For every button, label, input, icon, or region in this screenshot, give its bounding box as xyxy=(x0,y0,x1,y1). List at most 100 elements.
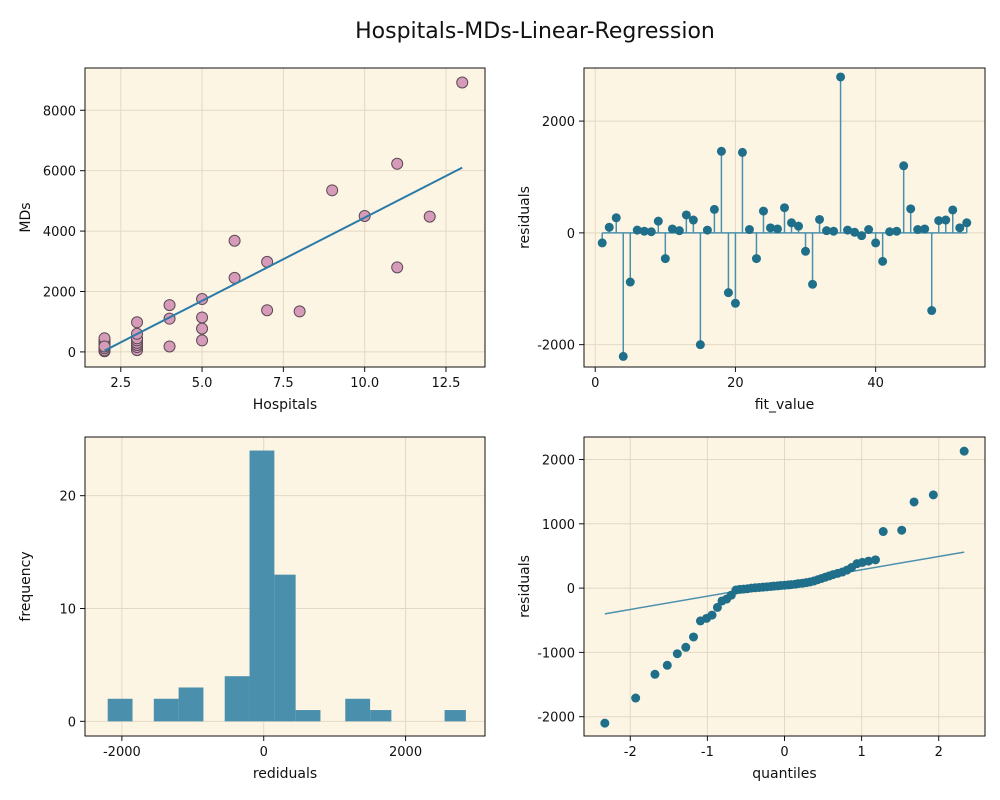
stem-marker xyxy=(618,351,628,361)
qq-point xyxy=(928,490,938,500)
data-point xyxy=(456,76,469,89)
y-tick-label: 1000 xyxy=(542,518,575,533)
x-tick-label: -1 xyxy=(701,745,714,760)
qq-point xyxy=(650,669,660,679)
qq-point xyxy=(707,610,717,620)
y-tick-label: 20 xyxy=(59,490,76,505)
data-point xyxy=(163,299,176,312)
x-axis-label: quantiles xyxy=(752,766,816,782)
stem-marker xyxy=(695,340,705,350)
stem-marker xyxy=(808,279,818,289)
stem-marker xyxy=(850,227,860,237)
stem-marker xyxy=(962,218,972,228)
stem-marker xyxy=(702,225,712,235)
stem-marker xyxy=(899,161,909,171)
data-point xyxy=(261,304,274,317)
x-tick-label: 0 xyxy=(780,745,788,760)
x-tick-label: 10.0 xyxy=(350,376,379,391)
data-points xyxy=(98,76,469,358)
stem-marker xyxy=(653,216,663,226)
x-tick-label: 5.0 xyxy=(192,376,213,391)
qq-point xyxy=(897,525,907,535)
qq-point xyxy=(689,632,699,642)
data-point xyxy=(228,234,241,247)
stem-marker xyxy=(941,215,951,225)
stem-marker xyxy=(843,225,853,235)
stem-marker xyxy=(906,204,916,214)
stem-marker xyxy=(864,225,874,235)
qq-point xyxy=(631,693,641,703)
qq-panel: -2 -1 0 1 2 -2000 -1000 0 1000 2000 quantiles resid… xyxy=(517,436,986,782)
x-tick-label: 2 xyxy=(935,745,943,760)
y-tick-label: 10 xyxy=(59,603,76,618)
stem-marker xyxy=(646,227,656,237)
grid xyxy=(584,437,985,736)
stem-marker xyxy=(948,205,958,215)
axes-frame xyxy=(583,67,986,368)
axes-frame xyxy=(84,67,486,368)
x-tick-label: 20 xyxy=(727,376,744,391)
histogram-bar xyxy=(345,698,371,722)
histogram-panel: -2000 0 2000 0 10 20 rediduals frequency xyxy=(18,436,486,782)
histogram-bar xyxy=(370,710,392,722)
stem-marker xyxy=(871,238,881,248)
qq-point xyxy=(662,660,672,670)
stem-marker xyxy=(632,225,642,235)
y-tick-label: -2000 xyxy=(537,711,575,726)
histogram-bar xyxy=(274,574,296,722)
data-point xyxy=(326,184,339,197)
stem-marker xyxy=(794,221,804,231)
stem-marker xyxy=(681,210,691,220)
data-point xyxy=(391,261,404,274)
stem-marker xyxy=(836,72,846,82)
stem-marker xyxy=(772,224,782,234)
histogram-bar xyxy=(224,676,250,722)
histogram-bar xyxy=(107,698,133,722)
qq-point xyxy=(870,555,880,565)
x-tick-label: 12.5 xyxy=(431,376,460,391)
axes-frame xyxy=(583,436,986,737)
stem-marker xyxy=(780,203,789,213)
stem-marker xyxy=(639,226,649,236)
y-axis-label: MDs xyxy=(18,202,34,232)
fit-line xyxy=(104,166,463,352)
x-axis-label: Hospitals xyxy=(253,397,317,413)
stem-marker xyxy=(822,226,832,236)
stem-marker xyxy=(625,277,635,287)
stem-marker xyxy=(920,224,930,234)
y-axis-label: frequency xyxy=(18,551,34,621)
x-tick-label: 0 xyxy=(591,376,599,391)
stem-marker xyxy=(730,298,740,308)
x-tick-label: -2000 xyxy=(103,745,141,760)
data-point xyxy=(423,210,436,223)
stem-marker xyxy=(878,256,888,266)
histogram-bar xyxy=(249,450,275,722)
y-tick-label: 2000 xyxy=(542,454,575,469)
data-point xyxy=(196,322,209,335)
stem-panel: 0 20 40 -2000 0 2000 fit_value residuals xyxy=(517,67,986,413)
histogram-bar xyxy=(295,710,321,722)
stem-marker xyxy=(758,206,768,216)
qq-points xyxy=(600,446,969,728)
data-point xyxy=(293,305,306,318)
y-tick-label: 6000 xyxy=(43,165,76,180)
histogram-bar xyxy=(444,710,466,722)
x-axis-label: rediduals xyxy=(253,766,317,782)
stem-marker xyxy=(723,288,733,298)
stem-marker xyxy=(934,216,944,226)
stem-marker xyxy=(765,223,775,233)
scatter-panel: 2.5 5.0 7.5 10.0 12.5 0 2000 4000 6000 8000 Hospit… xyxy=(18,67,486,413)
stem-marker xyxy=(709,204,719,214)
stems xyxy=(597,72,972,361)
qq-point xyxy=(681,642,691,652)
qq-point xyxy=(600,718,610,728)
plot-area xyxy=(85,68,485,367)
stem-marker xyxy=(737,147,747,157)
y-tick-label: 4000 xyxy=(43,225,76,240)
x-tick-label: 2.5 xyxy=(110,376,131,391)
stem-marker xyxy=(885,227,895,237)
qq-point xyxy=(909,497,919,507)
stem-marker xyxy=(801,246,811,256)
y-tick-label: -2000 xyxy=(537,339,575,354)
data-point xyxy=(196,334,209,347)
